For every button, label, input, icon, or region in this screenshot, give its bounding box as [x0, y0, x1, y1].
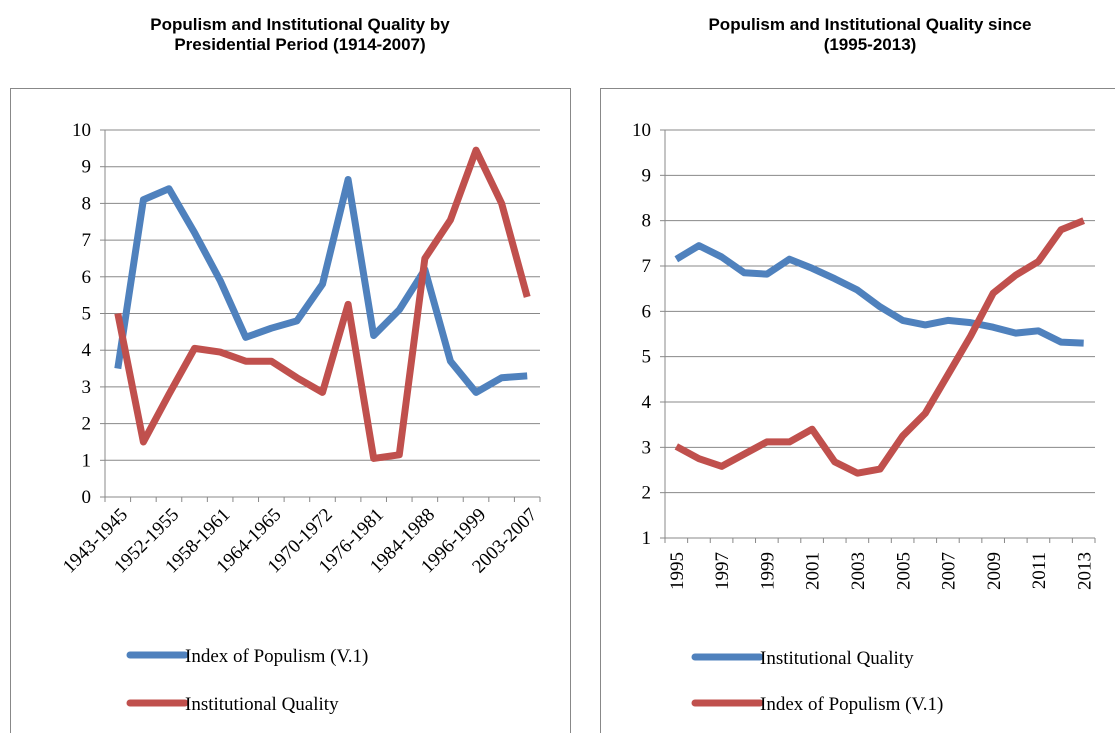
- y-tick-label: 10: [72, 120, 91, 141]
- x-tick-label: 2001: [803, 552, 824, 590]
- series-line: [114, 176, 528, 396]
- y-tick-label: 1: [82, 450, 92, 471]
- y-tick-label: 6: [82, 267, 92, 288]
- x-tick-label: 2007: [939, 552, 960, 590]
- series-line: [674, 217, 1085, 477]
- y-tick-label: 8: [82, 193, 92, 214]
- y-tick-label: 9: [82, 157, 92, 178]
- y-tick-label: 7: [82, 230, 92, 251]
- y-tick-label: 2: [82, 414, 92, 435]
- y-tick-label: 8: [642, 211, 652, 232]
- legend-label: Index of Populism (V.1): [185, 646, 368, 667]
- panel-border: [600, 88, 1115, 733]
- legend-label: Index of Populism (V.1): [760, 694, 943, 715]
- x-tick-label: 2005: [893, 552, 914, 590]
- x-tick-label: 2003: [848, 552, 869, 590]
- y-tick-label: 10: [632, 120, 651, 141]
- y-tick-label: 7: [642, 256, 652, 277]
- series-line: [674, 242, 1084, 347]
- x-tick-label: 2013: [1074, 552, 1095, 590]
- x-tick-label: 1997: [712, 552, 733, 590]
- y-tick-label: 5: [82, 304, 92, 325]
- legend-label: Institutional Quality: [760, 648, 914, 669]
- y-tick-label: 1: [642, 528, 652, 549]
- y-tick-label: 3: [642, 437, 652, 458]
- y-tick-label: 0: [82, 487, 92, 508]
- x-tick-label: 2009: [984, 552, 1005, 590]
- x-tick-label: 1999: [757, 552, 778, 590]
- chart-title: Populism and Institutional Quality by Pre…: [150, 15, 450, 54]
- y-tick-label: 4: [82, 340, 92, 361]
- x-tick-label: 2011: [1029, 552, 1050, 589]
- y-tick-label: 5: [642, 347, 652, 368]
- y-tick-label: 2: [642, 483, 652, 504]
- y-tick-label: 3: [82, 377, 92, 398]
- y-tick-label: 4: [642, 392, 652, 413]
- series-line: [114, 146, 531, 462]
- legend-label: Institutional Quality: [185, 694, 339, 715]
- y-tick-label: 9: [642, 165, 652, 186]
- y-tick-label: 6: [642, 301, 652, 322]
- x-tick-label: 1995: [667, 552, 688, 590]
- panel-border: [10, 88, 571, 733]
- chart-title: Populism and Institutional Quality since…: [708, 15, 1031, 54]
